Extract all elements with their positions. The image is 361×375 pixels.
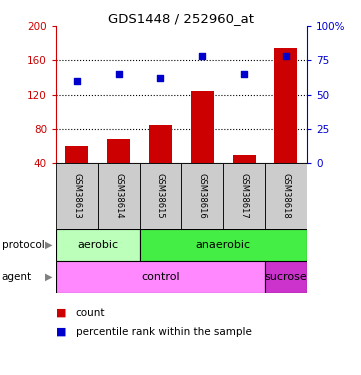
- Text: ■: ■: [56, 308, 66, 318]
- Text: ▶: ▶: [45, 272, 52, 282]
- Bar: [265, 261, 307, 292]
- Title: GDS1448 / 252960_at: GDS1448 / 252960_at: [108, 12, 255, 25]
- Point: [283, 53, 289, 59]
- Point: [116, 71, 122, 77]
- Text: ■: ■: [56, 327, 66, 337]
- Text: sucrose: sucrose: [265, 272, 307, 282]
- Text: protocol: protocol: [2, 240, 44, 250]
- Point: [241, 71, 247, 77]
- Bar: [232, 154, 256, 163]
- Bar: [149, 124, 172, 163]
- Bar: [56, 261, 265, 292]
- Point: [158, 75, 164, 81]
- Text: aerobic: aerobic: [77, 240, 118, 250]
- Bar: [265, 163, 307, 229]
- Text: GSM38613: GSM38613: [72, 173, 81, 219]
- Bar: [140, 163, 181, 229]
- Bar: [65, 146, 88, 163]
- Text: ▶: ▶: [45, 240, 52, 250]
- Text: count: count: [76, 308, 105, 318]
- Bar: [223, 163, 265, 229]
- Text: control: control: [141, 272, 180, 282]
- Point: [74, 78, 80, 84]
- Text: GSM38617: GSM38617: [240, 173, 249, 219]
- Bar: [181, 163, 223, 229]
- Text: GSM38618: GSM38618: [282, 173, 291, 219]
- Text: agent: agent: [2, 272, 32, 282]
- Text: GSM38614: GSM38614: [114, 173, 123, 219]
- Bar: [98, 163, 140, 229]
- Bar: [56, 229, 140, 261]
- Bar: [56, 163, 98, 229]
- Bar: [107, 139, 130, 163]
- Text: percentile rank within the sample: percentile rank within the sample: [76, 327, 252, 337]
- Point: [199, 53, 205, 59]
- Bar: [140, 229, 307, 261]
- Text: GSM38615: GSM38615: [156, 173, 165, 219]
- Bar: [191, 91, 214, 163]
- Bar: [274, 48, 297, 163]
- Text: anaerobic: anaerobic: [196, 240, 251, 250]
- Text: GSM38616: GSM38616: [198, 173, 207, 219]
